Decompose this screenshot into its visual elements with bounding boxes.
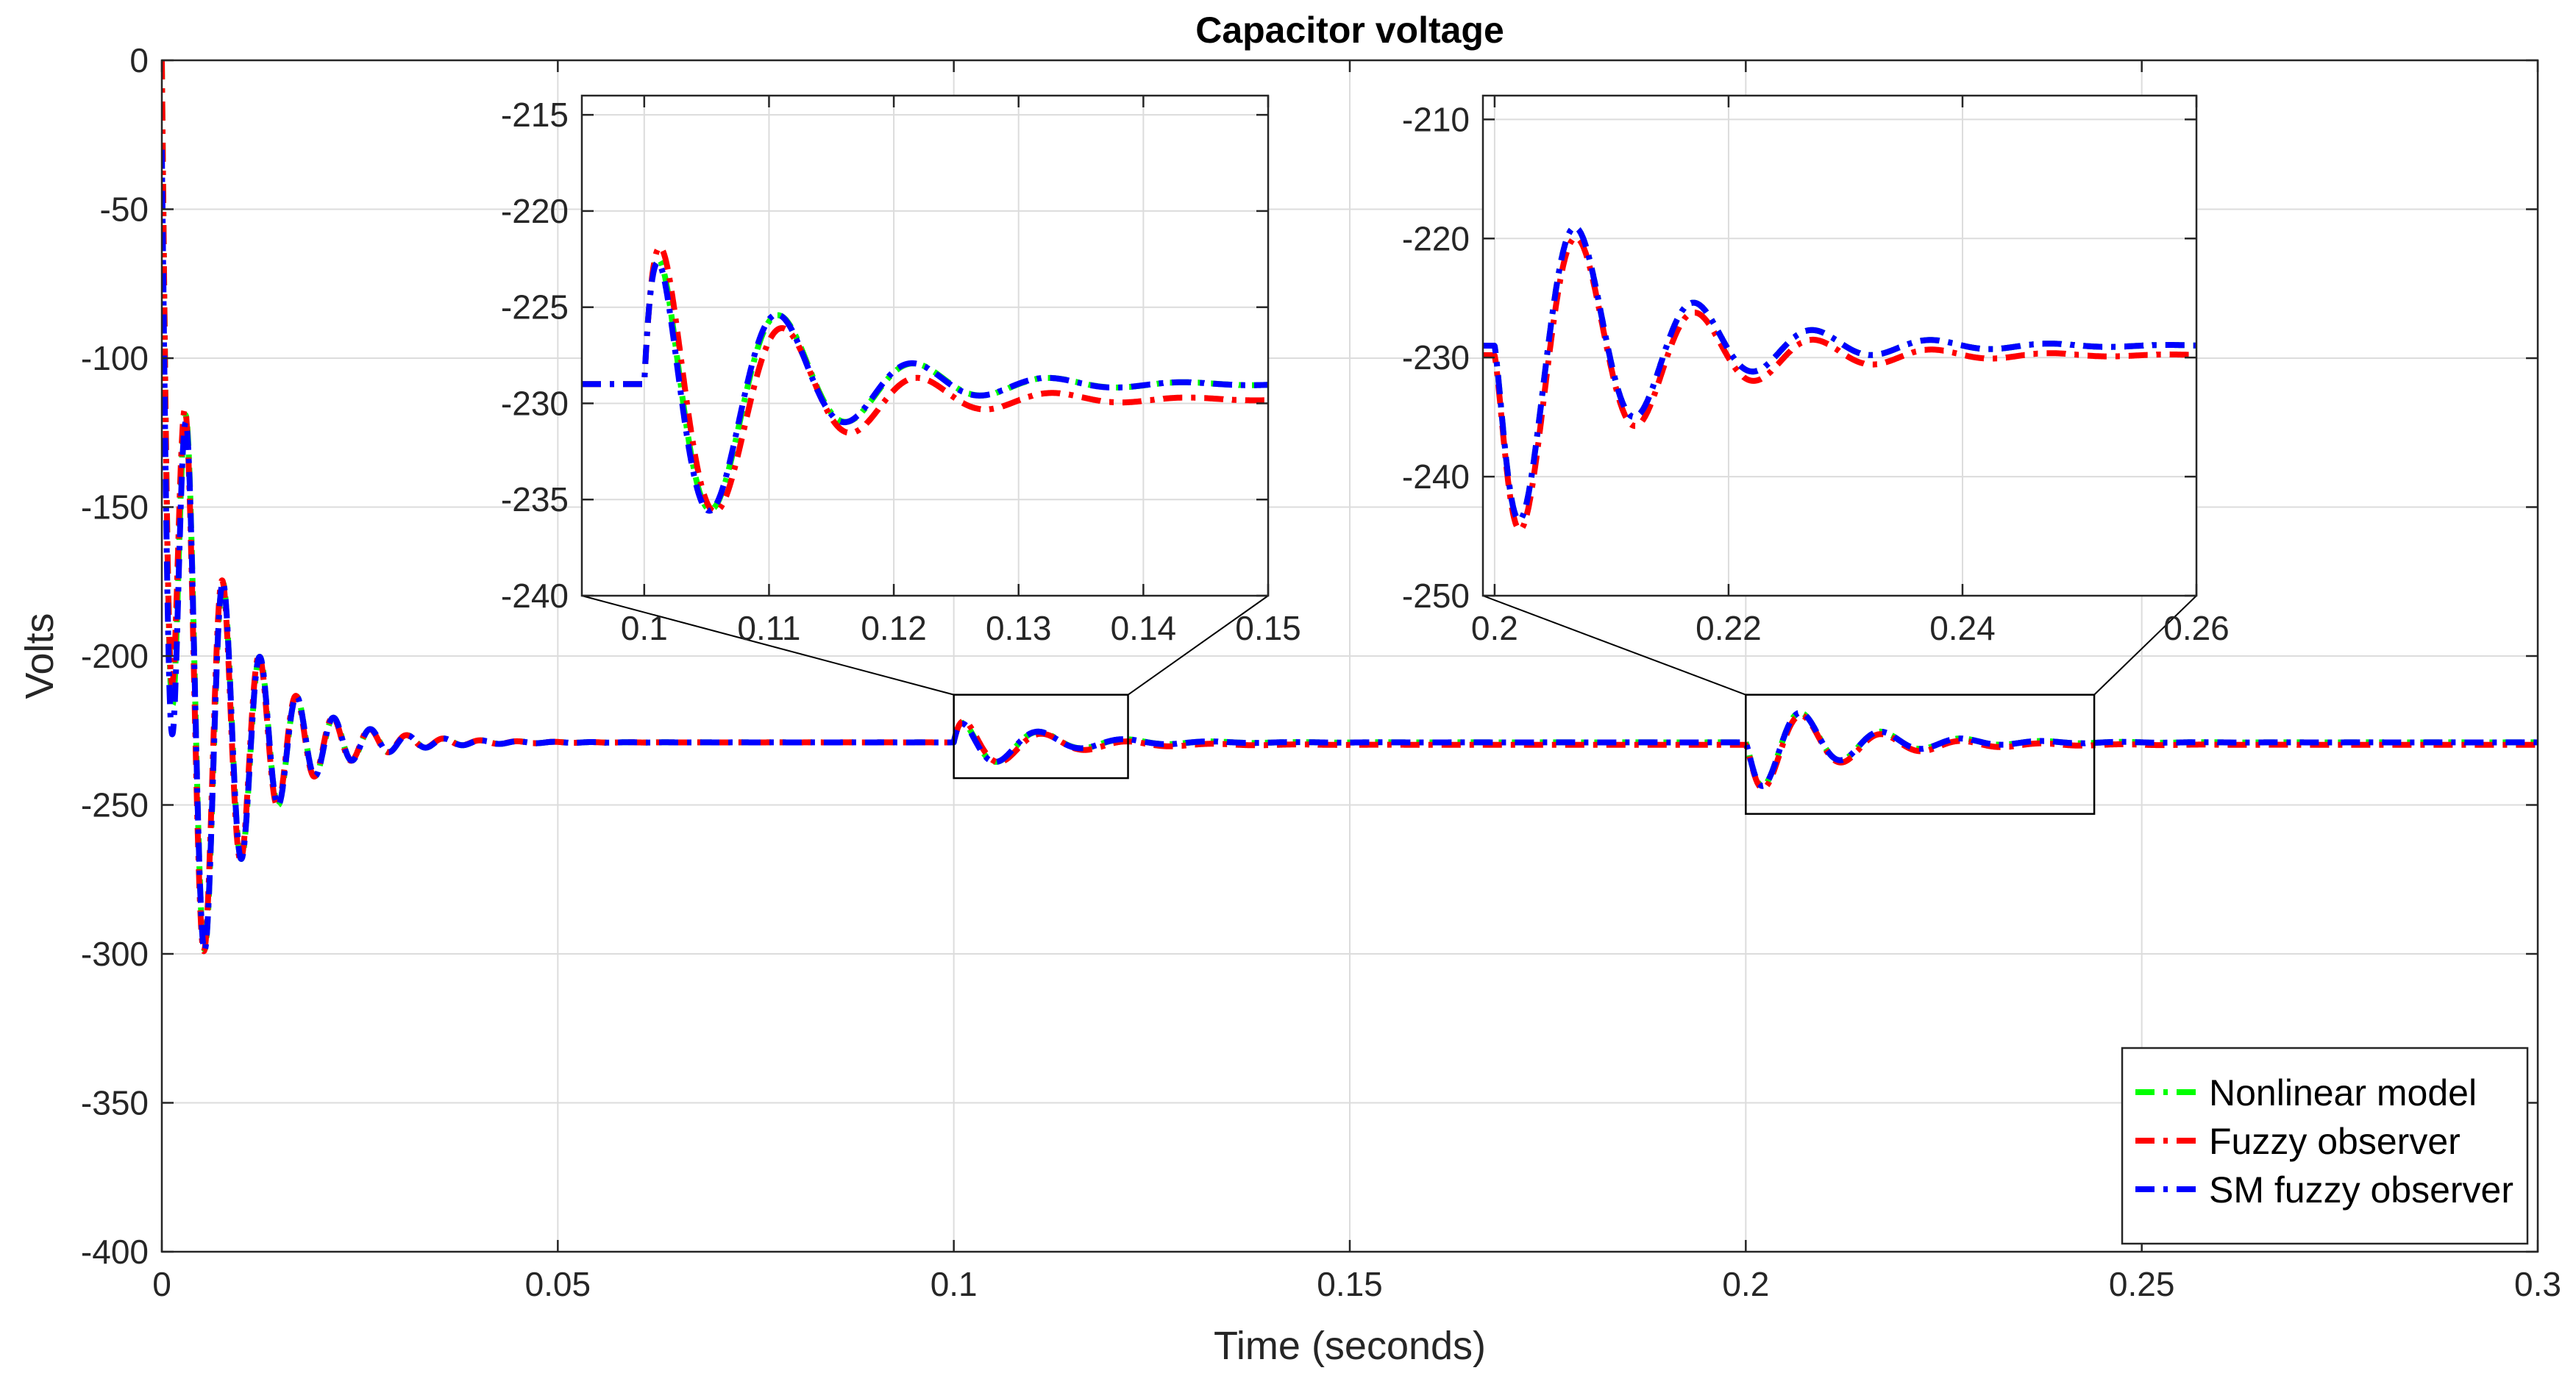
inset2-x-tick-label: 0.22 (1696, 609, 1762, 647)
inset1-x-tick-label: 0.11 (737, 609, 800, 647)
inset2-x-tick-label: 0.24 (1929, 609, 1996, 647)
inset1-y-tick-label: -240 (501, 577, 569, 615)
main-y-tick-label: -100 (81, 339, 149, 377)
main-x-tick-label: 0.15 (1317, 1265, 1383, 1303)
inset1-y-tick-label: -230 (501, 384, 569, 422)
main-y-tick-label: -150 (81, 488, 149, 527)
main-y-tick-label: -200 (81, 637, 149, 675)
inset2-series-line-3 (1483, 224, 2196, 523)
main-x-tick-label: 0.3 (2514, 1265, 2561, 1303)
zoom-connector-left-2 (1482, 595, 1746, 696)
inset2-axes: 0.2 0.22 0.24 0.26 -250 -240 -230 -220 -210 (1402, 94, 2230, 647)
x-axis-label: Time (seconds) (1214, 1324, 1486, 1368)
legend-box (2121, 1047, 2529, 1245)
zoom-connector-right-2 (2093, 595, 2197, 696)
inset1-plot-area (582, 96, 1268, 596)
main-y-tick-label: -300 (81, 935, 149, 973)
legend-label-3: SM fuzzy observer (2209, 1169, 2513, 1211)
legend-item-3: SM fuzzy observer (2135, 1169, 2513, 1211)
main-y-tick-label: -350 (81, 1084, 149, 1122)
main-x-tick-label: 0 (152, 1265, 171, 1303)
inset1-series-group (582, 244, 1268, 515)
inset2-series-group (1483, 224, 2196, 533)
legend-label-1: Nonlinear model (2209, 1072, 2477, 1113)
inset2-x-tick-label: 0.26 (2163, 609, 2230, 647)
inset2-y-tick-label: -240 (1402, 457, 1470, 496)
inset1-y-tick-label: -235 (501, 480, 569, 518)
main-x-tick-label: 0.05 (525, 1265, 591, 1303)
zoom-connector-left-1 (581, 595, 954, 696)
inset1-x-tick-label: 0.15 (1235, 609, 1301, 647)
inset1-series-line-3 (582, 260, 1268, 514)
inset1-x-tick-label: 0.13 (986, 609, 1052, 647)
main-series-group (162, 60, 2538, 955)
legend-item-1: Nonlinear model (2135, 1072, 2477, 1113)
chart-title: Capacitor voltage (1195, 10, 1504, 51)
main-series-line-2 (162, 60, 2538, 955)
main-y-tick-label: 0 (129, 41, 149, 79)
inset2-y-tick-label: -230 (1402, 338, 1470, 377)
legend-label-2: Fuzzy observer (2209, 1121, 2461, 1162)
main-x-tick-label: 0.2 (1722, 1265, 1769, 1303)
inset2-plot-area (1483, 96, 2196, 596)
zoom-connector-right-1 (1127, 595, 1269, 696)
inset2-frame (1481, 94, 2198, 597)
inset1-x-tick-label: 0.1 (621, 609, 668, 647)
inset2-y-tick-label: -210 (1402, 100, 1470, 138)
main-series-line-3 (162, 149, 2538, 954)
main-y-tick-label: -50 (100, 190, 149, 229)
inset2-y-tick-label: -250 (1402, 577, 1470, 615)
inset1-x-tick-label: 0.14 (1111, 609, 1177, 647)
main-x-tick-label: 0.25 (2109, 1265, 2175, 1303)
legend: Nonlinear model Fuzzy observer SM fuzzy ob… (2121, 1047, 2529, 1245)
y-axis-label: Volts (18, 613, 62, 699)
inset1-series-line-2 (582, 244, 1268, 515)
inset1-y-tick-label: -215 (501, 96, 569, 134)
legend-item-2: Fuzzy observer (2135, 1121, 2461, 1162)
inset1-y-tick-label: -225 (501, 288, 569, 327)
inset2-y-tick-label: -220 (1402, 219, 1470, 257)
inset1-x-tick-label: 0.12 (861, 609, 927, 647)
main-x-tick-label: 0.1 (931, 1265, 978, 1303)
inset1-axes: 0.1 0.11 0.12 0.13 0.14 0.15 -240 -235 -230 -225 -… (501, 94, 1301, 647)
inset1-frame (580, 94, 1270, 597)
main-y-tick-label: -250 (81, 786, 149, 824)
main-y-tick-label: -400 (81, 1233, 149, 1271)
zoom-box-1 (953, 694, 1129, 780)
inset2-x-tick-label: 0.2 (1471, 609, 1518, 647)
zoom-box-2 (1745, 694, 2096, 815)
inset1-y-tick-label: -220 (501, 192, 569, 230)
